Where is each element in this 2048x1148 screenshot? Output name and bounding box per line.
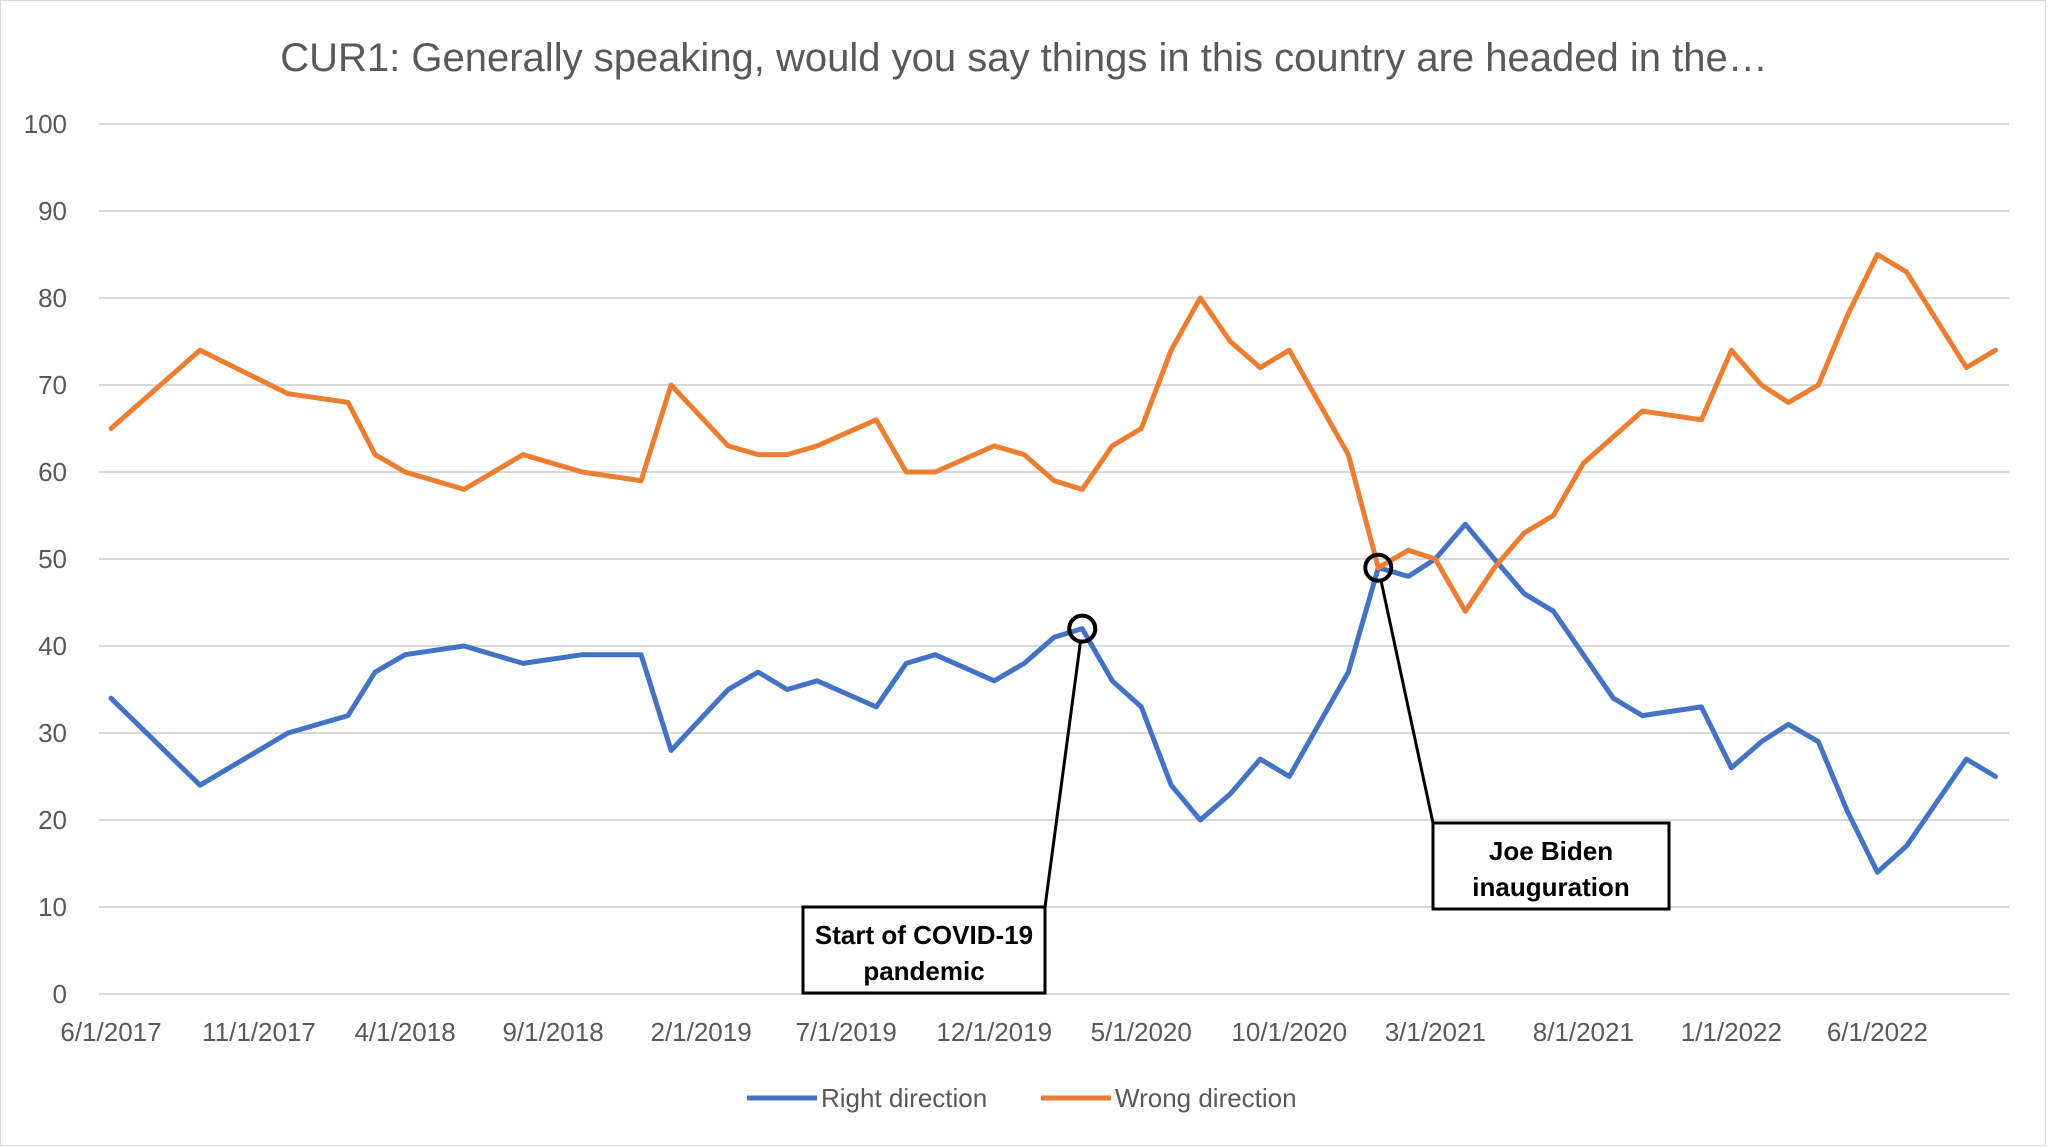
wrong-direction-line [108,252,1998,614]
right-direction-line [108,521,1998,875]
annotation-leader-line [1043,641,1083,908]
y-tick-label: 90 [38,196,67,226]
y-tick-label: 80 [38,283,67,313]
annotation-text: Joe Biden [1489,836,1613,866]
y-tick-label: 40 [38,631,67,661]
legend-item-right-direction: Right direction [747,1083,987,1113]
series-lines [108,252,1998,875]
y-tick-label: 100 [24,109,67,139]
x-tick-label: 6/1/2017 [60,1017,161,1047]
y-tick-label: 10 [38,892,67,922]
annotation-leader-line [1379,580,1435,824]
y-tick-label: 50 [38,544,67,574]
x-tick-label: 9/1/2018 [502,1017,603,1047]
annotation-text: pandemic [863,956,984,986]
y-tick-label: 20 [38,805,67,835]
annotation-box [1431,821,1671,911]
x-tick-label: 12/1/2019 [936,1017,1052,1047]
y-axis-ticks: 0 10 20 30 40 50 60 70 80 90 100 [24,109,67,1009]
legend-label: Wrong direction [1115,1083,1297,1113]
x-tick-label: 7/1/2019 [796,1017,897,1047]
y-tick-label: 0 [53,979,67,1009]
legend-label: Right direction [821,1083,987,1113]
gridlines [99,123,2009,995]
x-tick-label: 5/1/2020 [1091,1017,1192,1047]
y-tick-label: 30 [38,718,67,748]
covid-annotation: Start of COVID-19 pandemic [801,613,1098,995]
x-tick-label: 3/1/2021 [1385,1017,1486,1047]
chart-title: CUR1: Generally speaking, would you say … [280,36,1767,80]
x-tick-label: 2/1/2019 [650,1017,751,1047]
x-tick-label: 11/1/2017 [202,1017,316,1047]
annotation-text: inauguration [1472,872,1629,902]
legend-item-wrong-direction: Wrong direction [1041,1083,1297,1113]
biden-annotation: Joe Biden inauguration [1363,552,1671,911]
annotation-text: Start of COVID-19 [815,920,1033,950]
y-tick-label: 70 [38,370,67,400]
x-axis-ticks: 6/1/2017 11/1/2017 4/1/2018 9/1/2018 2/1/201… [60,1017,1928,1047]
annotation-marker [1363,552,1394,583]
x-tick-label: 8/1/2021 [1533,1017,1634,1047]
annotations: Start of COVID-19 pandemic Joe Biden inaugu… [801,552,1671,995]
x-tick-label: 10/1/2020 [1231,1017,1347,1047]
x-tick-label: 1/1/2022 [1681,1017,1782,1047]
x-tick-label: 4/1/2018 [354,1017,455,1047]
y-tick-label: 60 [38,457,67,487]
x-tick-label: 6/1/2022 [1827,1017,1928,1047]
annotation-marker [1067,613,1098,644]
legend: Right direction Wrong direction [747,1083,1297,1113]
annotation-box [801,905,1047,995]
